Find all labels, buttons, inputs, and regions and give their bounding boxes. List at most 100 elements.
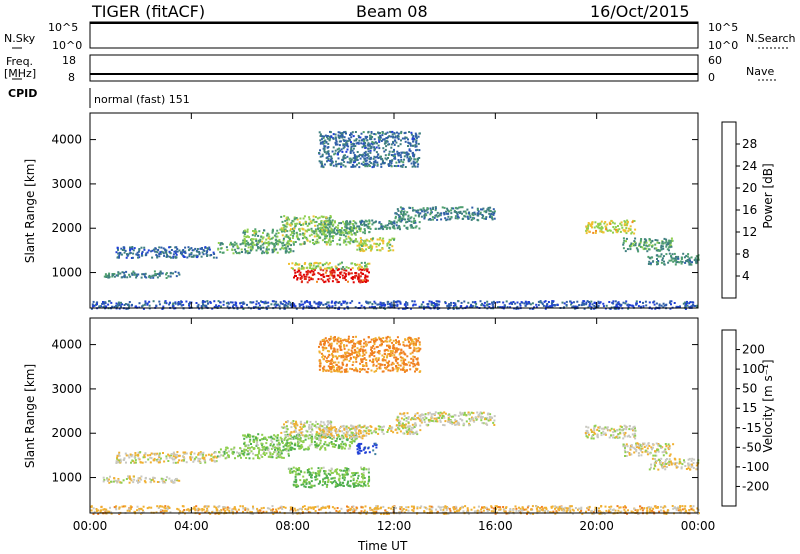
data-cell — [316, 434, 319, 437]
data-cell — [415, 145, 418, 148]
data-cell — [395, 301, 398, 304]
data-cell — [261, 301, 264, 303]
data-cell — [316, 472, 319, 475]
data-cell — [308, 222, 311, 225]
data-cell — [430, 209, 433, 212]
data-cell — [299, 479, 302, 482]
data-cell — [328, 277, 331, 280]
data-cell — [648, 243, 651, 246]
data-cell — [366, 165, 369, 168]
data-cell — [285, 427, 288, 430]
data-cell — [338, 307, 340, 310]
data-cell — [363, 482, 365, 485]
data-cell — [602, 302, 605, 305]
data-cell — [455, 423, 458, 426]
data-cell — [274, 450, 277, 453]
data-cell — [473, 211, 476, 214]
data-cell — [131, 303, 133, 306]
data-cell — [475, 302, 478, 305]
data-cell — [651, 244, 654, 247]
data-cell — [293, 303, 296, 306]
data-cell — [585, 229, 588, 232]
data-cell — [520, 301, 523, 304]
data-cell — [414, 158, 417, 161]
data-cell — [648, 256, 651, 259]
data-cell — [198, 253, 201, 256]
data-cell — [125, 478, 128, 480]
data-cell — [642, 305, 645, 308]
data-cell — [454, 304, 457, 306]
data-cell — [374, 427, 377, 430]
data-cell — [270, 303, 273, 306]
data-cell — [326, 223, 329, 226]
data-cell — [347, 145, 350, 148]
data-cell — [298, 447, 301, 450]
data-cell — [660, 244, 663, 247]
data-cell — [183, 251, 186, 254]
data-cell — [313, 425, 316, 427]
data-cell — [613, 222, 616, 225]
data-cell — [260, 235, 263, 238]
data-cell — [258, 246, 261, 249]
data-cell — [352, 281, 355, 284]
data-cell — [298, 441, 301, 444]
data-cell — [450, 207, 453, 210]
data-cell — [694, 305, 697, 307]
data-cell — [426, 211, 429, 214]
data-cell — [324, 227, 327, 230]
data-cell — [328, 139, 331, 142]
data-cell — [294, 427, 297, 430]
data-cell — [349, 134, 351, 136]
data-cell — [625, 240, 627, 243]
data-cell — [240, 248, 243, 251]
data-cell — [378, 238, 381, 241]
data-cell — [378, 221, 381, 224]
data-cell — [307, 305, 310, 308]
data-cell — [285, 234, 288, 237]
data-cell — [325, 152, 328, 155]
data-cell — [177, 461, 179, 464]
data-cell — [489, 209, 492, 212]
data-cell — [363, 139, 366, 142]
data-cell — [288, 442, 291, 444]
data-cell — [323, 443, 326, 446]
data-cell — [480, 304, 483, 307]
data-cell — [342, 144, 345, 147]
data-cell — [327, 423, 329, 426]
data-cell — [178, 302, 181, 305]
data-cell — [295, 275, 297, 277]
data-cell — [417, 142, 420, 145]
data-cell — [248, 236, 250, 239]
data-cell — [252, 438, 255, 441]
data-cell — [358, 275, 360, 278]
data-cell — [295, 222, 298, 225]
data-cell — [284, 300, 286, 303]
data-cell — [116, 256, 119, 259]
data-cell — [153, 477, 156, 480]
data-cell — [613, 307, 616, 310]
data-cell — [491, 217, 494, 220]
data-cell — [276, 449, 279, 451]
data-cell — [546, 306, 549, 308]
data-cell — [337, 263, 340, 266]
data-cell — [364, 242, 367, 245]
nsearch-label: N.Search — [746, 32, 796, 45]
data-cell — [262, 231, 264, 234]
data-cell — [410, 131, 413, 134]
data-cell — [359, 436, 362, 439]
data-cell — [217, 304, 220, 307]
data-cell — [463, 411, 466, 414]
data-cell — [144, 302, 147, 305]
data-cell — [375, 245, 378, 248]
data-cell — [293, 422, 296, 425]
data-cell — [344, 275, 347, 278]
data-cell — [340, 436, 343, 439]
data-cell — [286, 216, 289, 219]
data-cell — [126, 276, 129, 279]
data-cell — [344, 232, 347, 235]
data-cell — [273, 300, 276, 303]
data-cell — [627, 307, 630, 310]
data-cell — [300, 447, 303, 450]
data-cell — [243, 434, 246, 437]
data-cell — [362, 468, 365, 471]
